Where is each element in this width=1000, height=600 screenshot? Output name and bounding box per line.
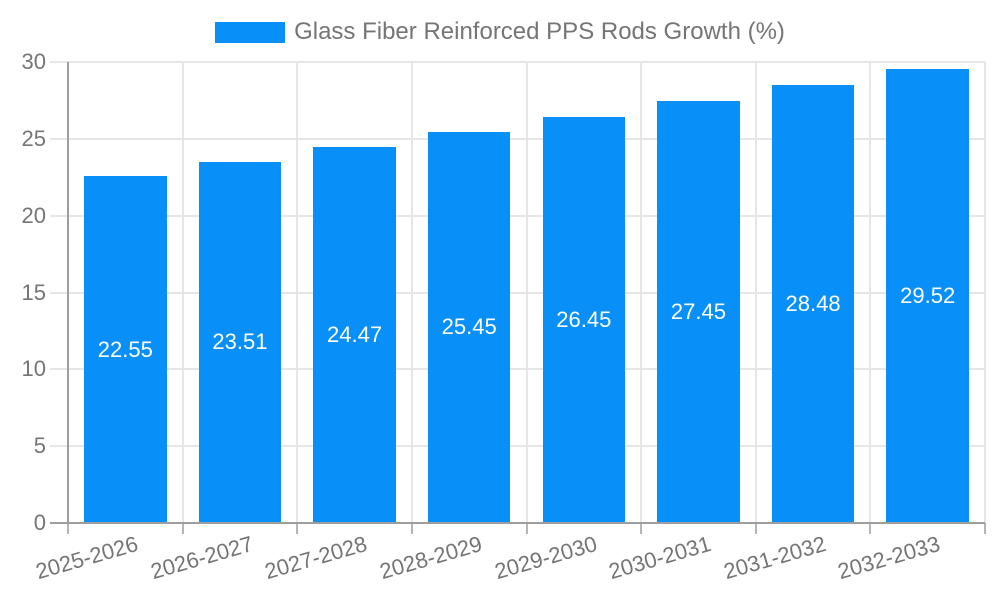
x-axis-tick-label: 2026-2027	[147, 531, 256, 585]
legend-swatch	[215, 21, 286, 43]
y-gridline	[50, 137, 985, 140]
x-gridline	[525, 62, 528, 523]
y-gridline	[50, 214, 985, 217]
bar-value-label: 24.47	[327, 321, 383, 347]
x-axis-tick-label: 2028-2029	[376, 531, 485, 585]
x-axis-tick-mark	[410, 523, 413, 534]
bar[interactable]	[427, 131, 511, 523]
bar[interactable]	[84, 176, 167, 523]
bar-value-label: 28.48	[785, 291, 841, 317]
bar[interactable]	[886, 69, 969, 523]
bar-value-label: 29.52	[900, 283, 956, 309]
legend-label: Glass Fiber Reinforced PPS Rods Growth (…	[294, 18, 785, 45]
bar[interactable]	[313, 146, 396, 523]
x-axis-baseline	[50, 522, 985, 524]
bar[interactable]	[198, 161, 282, 523]
y-axis-tick-label: 30	[21, 49, 46, 74]
x-gridline	[754, 62, 757, 523]
bar[interactable]	[771, 85, 855, 523]
y-axis-tick-label: 15	[21, 279, 46, 305]
bar[interactable]	[657, 101, 740, 523]
x-axis-tick-mark	[754, 523, 757, 534]
y-axis-tick-label: 5	[33, 433, 46, 459]
bar-value-label: 27.45	[670, 299, 726, 325]
x-axis-tick-mark	[640, 523, 643, 534]
x-axis-tick-label: 2025-2026	[32, 531, 141, 585]
x-axis-tick-label: 2029-2030	[491, 531, 600, 585]
x-gridline	[410, 62, 413, 523]
y-axis-tick-label: 20	[21, 202, 46, 228]
bar-value-label: 22.55	[97, 336, 153, 362]
legend[interactable]: Glass Fiber Reinforced PPS Rods Growth (…	[0, 18, 1000, 46]
bar-value-label: 26.45	[556, 306, 612, 332]
x-axis-tick-label: 2031-2032	[720, 531, 829, 585]
y-gridline	[50, 368, 985, 371]
y-axis-line	[67, 62, 69, 523]
bar-value-label: 23.51	[212, 329, 268, 355]
x-gridline	[984, 62, 986, 523]
y-axis-tick-label: 0	[33, 510, 46, 535]
y-gridline	[50, 445, 985, 448]
x-axis-tick-label: 2032-2033	[835, 531, 944, 585]
x-axis-tick-mark	[181, 523, 184, 534]
x-axis-tick-label: 2030-2031	[606, 531, 715, 585]
x-gridline	[640, 62, 643, 523]
x-axis-tick-mark	[525, 523, 528, 534]
y-gridline	[50, 291, 985, 294]
x-gridline	[296, 62, 299, 523]
x-axis-tick-mark	[984, 523, 986, 534]
x-gridline	[181, 62, 184, 523]
bar-value-label: 25.45	[441, 314, 497, 340]
x-axis-tick-label: 2027-2028	[262, 531, 371, 585]
x-gridline	[869, 62, 872, 523]
y-axis-tick-label: 25	[21, 125, 46, 151]
x-axis-tick-mark	[869, 523, 872, 534]
y-gridline	[50, 61, 985, 63]
bar[interactable]	[542, 116, 626, 523]
x-axis-tick-mark	[67, 523, 69, 534]
x-axis-tick-mark	[296, 523, 299, 534]
y-axis-tick-label: 10	[21, 356, 46, 382]
